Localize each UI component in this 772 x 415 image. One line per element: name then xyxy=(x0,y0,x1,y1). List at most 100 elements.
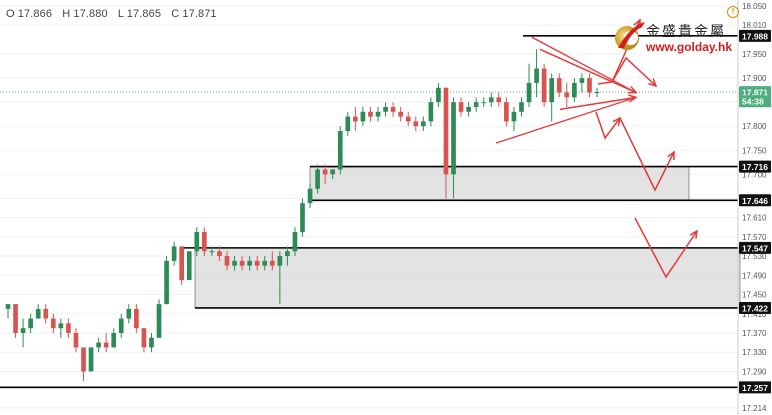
candle-body xyxy=(209,251,215,253)
candle-body xyxy=(164,260,169,305)
candle-body xyxy=(360,111,366,122)
candle-body xyxy=(504,102,509,122)
candle-body xyxy=(473,102,479,107)
price-tag: 17.547 xyxy=(739,241,771,254)
candle xyxy=(383,102,388,117)
candle-body xyxy=(224,256,230,266)
price-zone xyxy=(194,247,741,309)
candle-body xyxy=(466,106,471,112)
candle-body xyxy=(126,308,132,319)
candle-body xyxy=(300,203,305,233)
candle xyxy=(13,304,18,338)
candle-body xyxy=(428,102,434,122)
price-tag-label: 17.547 xyxy=(742,243,768,253)
candle-body xyxy=(35,308,41,319)
candle xyxy=(579,73,585,93)
candle-body xyxy=(353,116,358,122)
candle-body xyxy=(481,102,487,104)
candle-body xyxy=(564,92,570,98)
triangle-lower-line xyxy=(495,96,637,144)
price-tag: 17.257 xyxy=(739,381,771,394)
price-tag-bg xyxy=(739,301,771,314)
ohlc-high: H 17.880 xyxy=(62,8,108,20)
candle-body xyxy=(315,169,320,189)
logo-mark-icon xyxy=(615,22,645,50)
candle xyxy=(81,347,86,382)
candle-body xyxy=(13,304,18,333)
candle xyxy=(511,106,517,132)
candle xyxy=(164,256,169,305)
candle xyxy=(390,102,396,117)
candle-body xyxy=(28,318,33,329)
candle-body xyxy=(375,111,381,117)
candle-body xyxy=(156,304,162,338)
y-tick-label: 18.010 xyxy=(742,21,767,30)
y-tick-label: 17.530 xyxy=(742,252,767,261)
forecast-arrow xyxy=(595,111,621,140)
candle xyxy=(73,328,79,353)
candle-body xyxy=(594,92,600,94)
candle-body xyxy=(88,347,94,372)
candle xyxy=(209,246,215,257)
candle-body xyxy=(103,342,109,348)
candle xyxy=(111,328,117,348)
candle xyxy=(292,227,298,257)
y-tick-label: 17.450 xyxy=(742,291,767,300)
candle xyxy=(262,256,268,271)
candle xyxy=(413,116,419,132)
price-axis[interactable]: 18.05018.01017.95017.90017.85017.80017.7… xyxy=(742,2,767,413)
candle xyxy=(322,164,328,184)
y-tick-label: 18.050 xyxy=(742,2,767,11)
candle-body xyxy=(66,323,71,333)
price-tag-bg xyxy=(739,381,771,394)
info-icon[interactable]: ! xyxy=(727,6,739,18)
candle xyxy=(549,73,555,122)
price-tag-label: 17.988 xyxy=(742,31,768,41)
candle-body xyxy=(549,78,555,103)
candle xyxy=(488,92,494,107)
candle xyxy=(35,304,41,319)
candle xyxy=(519,97,524,117)
candle-body xyxy=(526,82,532,103)
candle-body xyxy=(556,78,562,93)
candle-body xyxy=(20,328,26,333)
candle-body xyxy=(443,87,449,175)
candle xyxy=(201,227,207,257)
candle-body xyxy=(511,111,517,122)
y-tick-label: 17.950 xyxy=(742,50,767,59)
candle xyxy=(50,313,56,333)
candle-body xyxy=(118,318,124,333)
candle-body xyxy=(269,260,275,266)
candle xyxy=(134,304,139,333)
candle xyxy=(428,97,434,127)
candle xyxy=(43,304,49,324)
candle xyxy=(526,63,532,107)
y-tick-label: 17.330 xyxy=(742,348,767,357)
price-tag-bg xyxy=(739,86,771,99)
candlestick-series xyxy=(5,49,600,382)
candle xyxy=(20,318,26,348)
candle-body xyxy=(171,246,177,261)
candle xyxy=(556,73,562,98)
candle-body xyxy=(194,232,200,252)
candle xyxy=(534,49,539,98)
candle xyxy=(436,82,441,107)
y-tick-label: 17.410 xyxy=(742,310,767,319)
price-tag-label: 17.422 xyxy=(742,303,768,313)
candle-body xyxy=(58,323,64,329)
brand-logo: 金盛貴金屬 www.golday.hk xyxy=(612,18,734,60)
candle xyxy=(473,97,479,112)
candle-body xyxy=(451,102,456,175)
y-tick-label: 17.800 xyxy=(742,122,767,131)
candle-body xyxy=(368,111,373,117)
forecast-arrows xyxy=(539,18,698,279)
candle-body xyxy=(179,246,185,281)
triangle-upper-line xyxy=(531,36,637,94)
forecast-arrow xyxy=(634,217,698,279)
candle xyxy=(504,97,509,127)
y-tick-label: 17.570 xyxy=(742,233,767,242)
candle xyxy=(398,106,404,122)
y-tick-label: 17.700 xyxy=(742,170,767,179)
candle-body xyxy=(579,78,585,83)
candle-body xyxy=(405,116,411,122)
